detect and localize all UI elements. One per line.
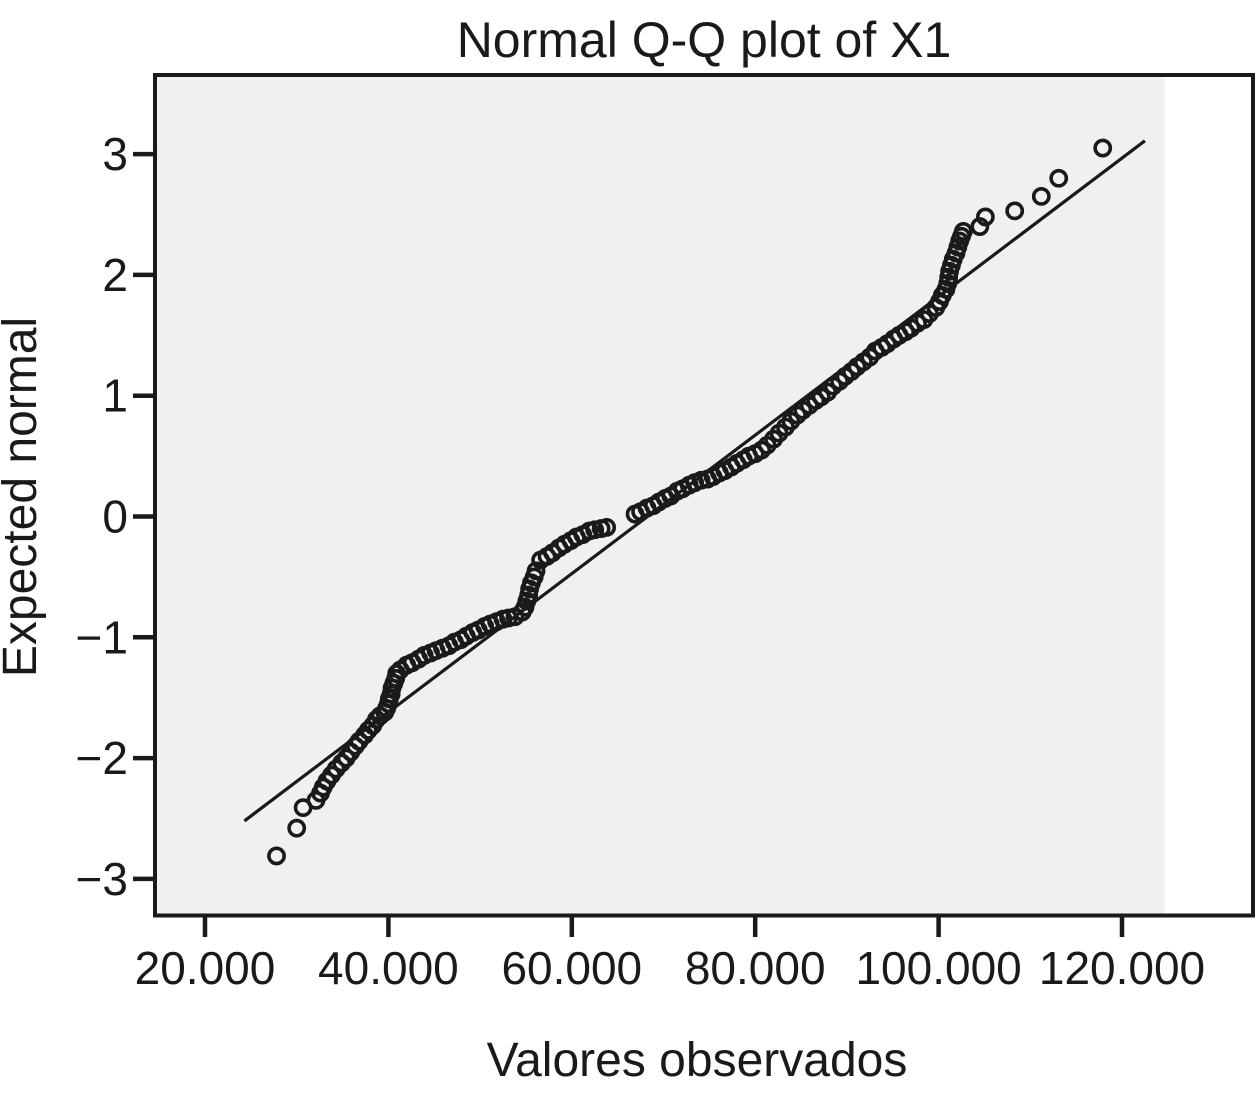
data-point [1031, 186, 1051, 206]
data-point [953, 222, 973, 241]
data-point [526, 561, 546, 581]
chart-title: Normal Q-Q plot of X1 [457, 12, 952, 68]
y-tick-label: 2 [102, 249, 128, 301]
x-tick-label: 40.000 [318, 942, 459, 994]
x-tick-label: 20.000 [135, 942, 276, 994]
x-tick-label: 80.000 [685, 942, 826, 994]
y-axis-title: Expected normal [0, 317, 47, 677]
data-point [1049, 168, 1069, 188]
data-point [597, 517, 617, 537]
data-point [287, 818, 307, 838]
y-tick-label: 1 [102, 370, 128, 422]
data-points-group [267, 138, 1113, 866]
data-point [1093, 138, 1113, 158]
axis-ticks: 20.000 40.000 60.000 80.000 100.000 120.000 3 2… [76, 128, 1206, 994]
data-point [267, 846, 286, 866]
x-tick-label: 60.000 [501, 942, 642, 994]
y-tick-label: 3 [102, 128, 128, 180]
y-tick-label: −1 [76, 611, 128, 663]
plot-frame [153, 73, 1255, 918]
x-tick-label: 100.000 [855, 942, 1021, 994]
x-axis-title: Valores observados [487, 1034, 908, 1087]
data-point [332, 753, 352, 773]
x-tick-label: 120.000 [1039, 942, 1205, 994]
y-tick-label: 0 [102, 491, 128, 543]
data-point [975, 207, 995, 227]
y-tick-label: −3 [76, 853, 128, 905]
data-point [1005, 201, 1025, 221]
y-tick-label: −2 [76, 732, 128, 784]
